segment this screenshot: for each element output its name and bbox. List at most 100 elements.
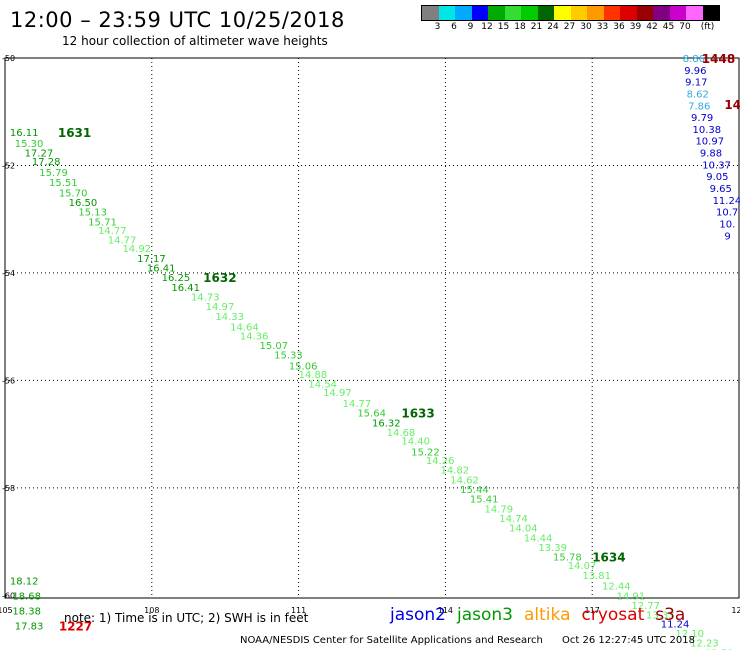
wave-height-label: 14.26	[426, 456, 455, 467]
legend-swatch	[537, 6, 554, 20]
wave-height-label: 18.38	[12, 606, 41, 617]
wave-height-label: 14.36	[240, 331, 269, 342]
wave-height-label: 14.97	[323, 388, 352, 399]
legend-swatch	[686, 6, 703, 20]
wave-height-label: 9	[724, 231, 730, 242]
wave-height-label: 16.11	[10, 128, 39, 139]
wave-height-label: 17.28	[32, 157, 61, 168]
wave-height-label: 14.33	[215, 312, 244, 323]
wave-height-label: 13.33	[646, 611, 675, 622]
lat-tick-label: -50	[2, 54, 15, 63]
legend-label: 36	[613, 22, 625, 32]
pass-number-label: 1447	[724, 98, 740, 112]
pass-number-label: 1631	[58, 126, 91, 140]
legend-swatch	[504, 6, 521, 20]
wave-height-label: 15.79	[39, 168, 68, 179]
wave-height-label: 14.54	[308, 380, 337, 391]
wave-height-label: 17.27	[25, 149, 54, 160]
wave-height-label: 9.96	[684, 66, 706, 77]
wave-height-label: 15.51	[49, 178, 78, 189]
wave-height-label: 15.41	[470, 495, 499, 506]
legend-swatch	[669, 6, 686, 20]
wave-height-label: 13.39	[538, 543, 567, 554]
wave-height-label: 16.41	[147, 264, 176, 275]
lon-tick-label: 105	[0, 606, 13, 615]
wave-height-label: 10.37	[702, 160, 731, 171]
wave-height-label: 16.32	[372, 418, 401, 429]
legend-label: 27	[563, 22, 576, 32]
wave-height-label: 9.88	[700, 149, 722, 160]
wave-height-label: 14.79	[485, 504, 514, 515]
footer-org: NOAA/NESDIS Center for Satellite Applica…	[240, 635, 543, 646]
wave-height-label: 14.82	[441, 466, 470, 477]
wave-height-label: 15.07	[259, 341, 288, 352]
pass-number-label: 1448	[702, 52, 735, 66]
wave-height-label: 17.17	[137, 254, 166, 265]
wave-height-label: 15.22	[411, 447, 440, 458]
wave-height-label: 14.91	[617, 591, 646, 602]
footer-timestamp: Oct 26 12:27:45 UTC 2018	[562, 635, 695, 646]
wave-height-label: 14.97	[206, 302, 235, 313]
footer: NOAA/NESDIS Center for Satellite Applica…	[240, 635, 695, 646]
legend-swatch	[554, 6, 571, 20]
legend-label: 18	[514, 22, 526, 32]
lat-tick-label: -54	[2, 269, 15, 278]
legend-label: 39	[629, 22, 642, 32]
satellite-jason2: jason2	[390, 605, 446, 625]
lat-tick-label: -58	[2, 484, 15, 493]
lat-tick-label: -52	[2, 161, 15, 170]
legend-label: 9	[467, 22, 474, 32]
wave-height-label: 14.68	[387, 428, 416, 439]
wave-height-label: 17.83	[15, 621, 44, 632]
wave-height-label: 12.23	[690, 639, 719, 650]
wave-height-label: 14.74	[499, 514, 528, 525]
color-legend: 3 6 9 12 15 18 21 24 27 30 33 36 39 42 45 70 (ft)	[421, 5, 720, 33]
axis-ticks: 105 108 111 114 117 120 -50 -52 -54 -56 -58 -60	[0, 54, 740, 615]
legend-swatch	[702, 6, 719, 20]
pass-number-label: 1634	[592, 551, 625, 565]
wave-height-label: 15.06	[289, 361, 318, 372]
legend-swatch	[603, 6, 620, 20]
wave-height-label: 14.92	[122, 244, 151, 255]
wave-height-label: 16.50	[69, 198, 98, 209]
wave-height-label: 15.64	[357, 409, 386, 420]
wave-height-label: 11.24	[713, 196, 740, 207]
graticule	[5, 58, 739, 598]
legend-swatch	[587, 6, 604, 20]
wave-height-label: 14.77	[343, 399, 372, 410]
legend-label: 33	[596, 22, 609, 32]
legend-swatch	[438, 6, 455, 20]
legend-label: 30	[580, 22, 592, 32]
legend-swatches	[421, 5, 720, 21]
wave-height-label: 10.38	[693, 125, 722, 136]
wave-height-label: 10.7	[716, 208, 738, 219]
wave-height-label: 15.71	[88, 217, 117, 228]
wave-height-label: 13.81	[582, 571, 611, 582]
wave-height-label: 14.73	[191, 293, 220, 304]
legend-swatch	[620, 6, 637, 20]
satellite-jason3: jason3	[457, 605, 513, 625]
wave-height-label: 14.77	[108, 236, 137, 247]
lon-tick-label: 117	[585, 606, 600, 615]
wave-height-label: 14.04	[509, 524, 538, 535]
lat-tick-label: -60	[2, 591, 15, 600]
legend-label: 6	[451, 22, 457, 32]
lon-tick-label: 108	[144, 606, 159, 615]
map-frame	[4, 57, 740, 599]
wave-height-label: 16.41	[171, 283, 200, 294]
legend-label: 70	[679, 22, 691, 32]
legend-labels: 3 6 9 12 15 18 21 24 27 30 33 36 39 42 45 70 (ft)	[421, 21, 720, 33]
wave-height-label: 18.12	[10, 576, 39, 587]
wave-height-label: 14.07	[568, 561, 597, 572]
wave-height-label: 14.40	[401, 437, 430, 448]
wave-height-label: 12.44	[602, 582, 631, 593]
map-subtitle: 12 hour collection of altimeter wave hei…	[62, 34, 328, 48]
legend-label: 21	[530, 22, 543, 32]
legend-label: 45	[662, 22, 675, 32]
wave-height-label: 9.17	[685, 78, 707, 89]
wave-height-label: 10.	[719, 219, 735, 230]
wave-height-label: 15.33	[274, 351, 303, 362]
wave-height-label: 15.70	[59, 188, 88, 199]
legend-swatch	[636, 6, 653, 20]
